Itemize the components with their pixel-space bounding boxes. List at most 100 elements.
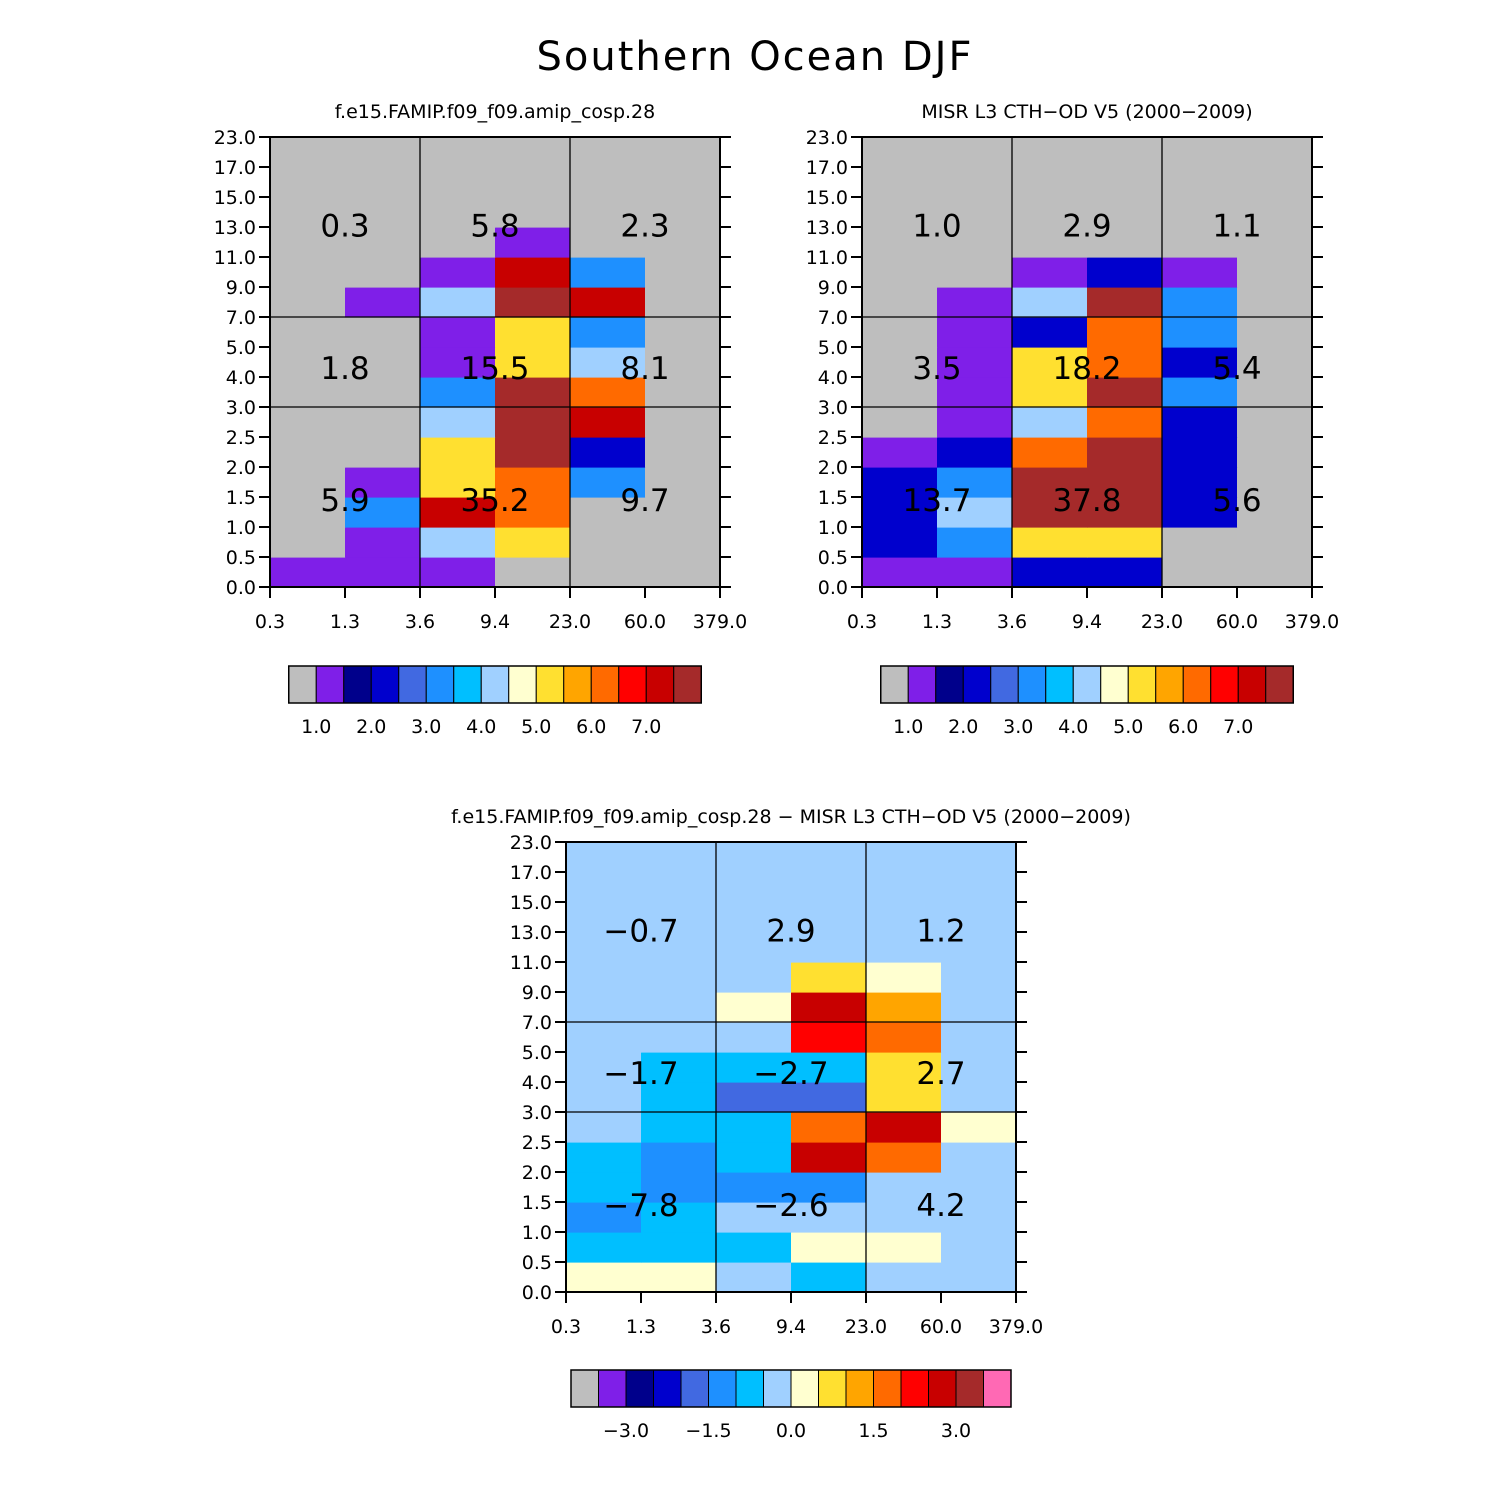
heatmap-cell: [641, 902, 717, 933]
colorbar-swatch: [935, 665, 964, 704]
colorbar-swatch: [653, 1369, 682, 1408]
heatmap-cell: [1237, 467, 1313, 498]
colorbar-swatch: [1100, 665, 1129, 704]
y-tick-label: 2.5: [522, 1132, 552, 1154]
heatmap-cell: [570, 467, 646, 498]
heatmap-cell: [566, 842, 642, 873]
heatmap-cell: [862, 377, 938, 408]
heatmap-cell: [420, 197, 496, 228]
heatmap-cell: [791, 962, 867, 993]
heatmap-cell: [270, 377, 346, 408]
heatmap-cell: [937, 407, 1013, 438]
heatmap-cell: [1162, 317, 1238, 348]
heatmap-cell: [1087, 257, 1163, 288]
heatmap-cell: [1012, 497, 1088, 528]
colorbar-frame: [880, 665, 1294, 704]
heatmap-cell: [866, 842, 942, 873]
heatmap-cell: [345, 257, 421, 288]
heatmap-cell: [1162, 377, 1238, 408]
heatmap-cell: [791, 1172, 867, 1203]
region-total-label: 4.2: [916, 1188, 965, 1224]
heatmap-cell: [566, 1022, 642, 1053]
region-total-label: 5.8: [470, 209, 519, 245]
panel-title: f.e15.FAMIP.f09_f09.amip_cosp.28 − MISR …: [451, 806, 1131, 828]
heatmap-cell: [345, 197, 421, 228]
colorbar-swatch: [880, 665, 909, 704]
x-tick-label: 60.0: [624, 611, 666, 633]
heatmap-cell: [1087, 197, 1163, 228]
heatmap-cell: [941, 1142, 1017, 1173]
heatmap-cell: [345, 377, 421, 408]
heatmap-cell: [270, 437, 346, 468]
heatmap-cell: [866, 1022, 942, 1053]
heatmap-cell: [1162, 407, 1238, 438]
region-total-label: 1.1: [1212, 209, 1261, 245]
heatmap-cell: [1012, 167, 1088, 198]
heatmap-cell: [420, 227, 496, 258]
heatmap-cell: [862, 257, 938, 288]
heatmap-cell: [1087, 227, 1163, 258]
heatmap-cell: [1012, 287, 1088, 318]
heatmap-cell: [420, 167, 496, 198]
colorbar-label: 6.0: [576, 716, 606, 738]
heatmap-cell: [270, 527, 346, 558]
heatmap-cell: [1162, 557, 1238, 588]
heatmap-cell: [570, 227, 646, 258]
heatmap-cell: [791, 1022, 867, 1053]
colorbar-swatch: [1210, 665, 1239, 704]
colorbar-swatch: [625, 1369, 654, 1408]
y-tick-label: 5.0: [818, 337, 848, 359]
y-tick-label: 2.0: [522, 1162, 552, 1184]
heatmap-cell: [866, 1202, 942, 1233]
heatmap-cell: [566, 1232, 642, 1263]
x-tick-label: 60.0: [1216, 611, 1258, 633]
y-tick-label: 1.0: [818, 517, 848, 539]
colorbar-label: 3.0: [1003, 716, 1033, 738]
colorbar-label: −3.0: [603, 1420, 649, 1442]
heatmap-cell: [716, 932, 792, 963]
heatmap-cell: [641, 872, 717, 903]
heatmap-cell: [1087, 407, 1163, 438]
heatmap-cell: [1237, 227, 1313, 258]
heatmap-cell: [791, 1082, 867, 1113]
heatmap-cell: [937, 287, 1013, 318]
colorbar-swatch: [1237, 665, 1267, 704]
heatmap-cell: [566, 902, 642, 933]
heatmap-cell: [570, 377, 646, 408]
heatmap-cell: [791, 902, 867, 933]
heatmap-cell: [420, 497, 496, 528]
y-tick-label: 7.0: [226, 307, 256, 329]
heatmap-cell: [866, 932, 942, 963]
heatmap-cell: [420, 257, 496, 288]
heatmap-cell: [1012, 437, 1088, 468]
y-tick-label: 1.0: [226, 517, 256, 539]
x-tick-label: 0.3: [255, 611, 285, 633]
heatmap-cell: [270, 137, 346, 168]
heatmap-cell: [1087, 347, 1163, 378]
heatmap-cell: [1237, 197, 1313, 228]
region-total-label: 5.4: [1212, 351, 1261, 387]
heatmap-cell: [716, 1112, 792, 1143]
heatmap-cell: [566, 1142, 642, 1173]
colorbar-swatch: [563, 665, 592, 704]
heatmap-cell: [420, 467, 496, 498]
y-tick-label: 0.5: [226, 547, 256, 569]
colorbar-swatch: [453, 665, 482, 704]
heatmap-cell: [645, 197, 721, 228]
heatmap-cell: [1087, 437, 1163, 468]
heatmap-cell: [866, 992, 942, 1023]
y-tick-label: 11.0: [214, 247, 256, 269]
heatmap-cell: [866, 872, 942, 903]
heatmap-cell: [495, 197, 571, 228]
y-tick-label: 2.0: [818, 457, 848, 479]
heatmap-cell: [566, 1082, 642, 1113]
heatmap-cell: [495, 527, 571, 558]
x-tick-label: 9.4: [1072, 611, 1102, 633]
heatmap-cell: [495, 497, 571, 528]
heatmap-cell: [866, 902, 942, 933]
heatmap-cell: [866, 1142, 942, 1173]
heatmap-cell: [1012, 317, 1088, 348]
colorbar-swatch: [1155, 665, 1184, 704]
heatmap-cell: [1087, 497, 1163, 528]
heatmap-cell: [645, 287, 721, 318]
